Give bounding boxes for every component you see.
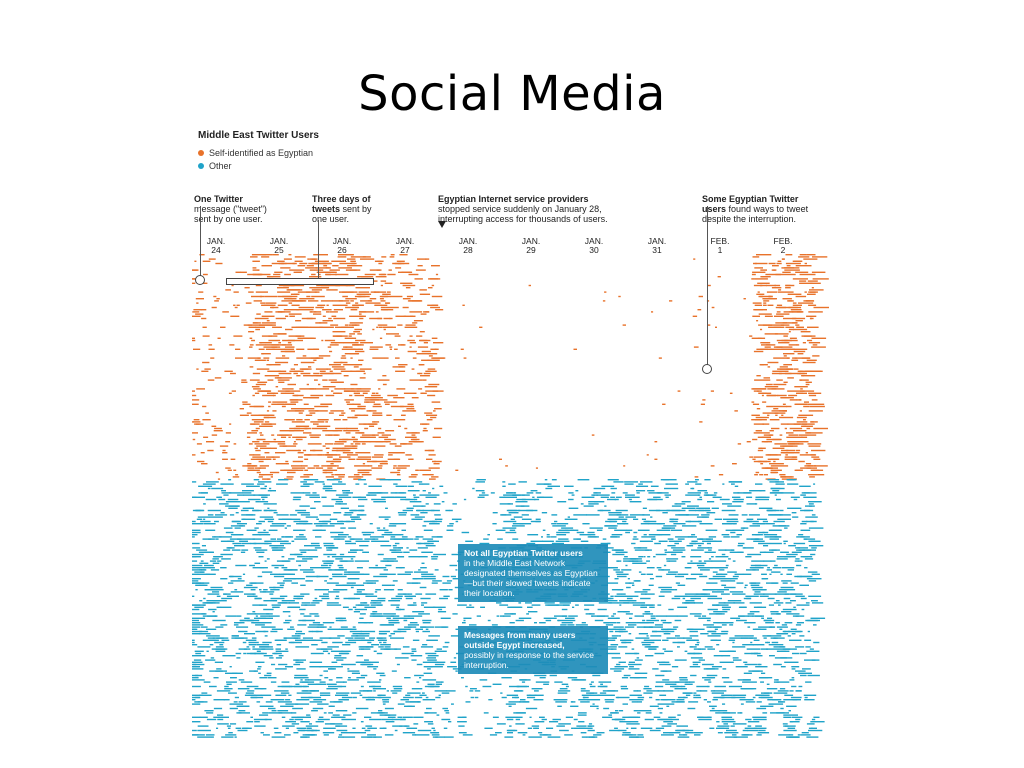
- legend-label-egyptian: Self-identified as Egyptian: [209, 148, 314, 158]
- legend-swatch-egyptian: [198, 150, 204, 156]
- marker-three-days-bar: [226, 278, 374, 285]
- annotation-isp: Egyptian Internet service providers stopp…: [438, 194, 608, 224]
- legend-swatch-other: [198, 163, 204, 169]
- legend-label-other: Other: [209, 161, 232, 171]
- x-tick-label: FEB. 1: [710, 236, 730, 255]
- callout-messages-outside: Messages from many users outside Egypt i…: [458, 626, 608, 674]
- x-tick-label: JAN. 28: [458, 236, 478, 255]
- scatter-plot-area: [192, 254, 829, 738]
- slide-title: Social Media: [358, 66, 666, 122]
- twitter-chart: Middle East Twitter Users Self-identifie…: [192, 124, 838, 738]
- annotation-some-users: Some Egyptian Twitter users found ways t…: [702, 194, 809, 224]
- isp-arrow-icon: [438, 221, 446, 228]
- chart-title: Middle East Twitter Users: [198, 130, 319, 141]
- annotation-one-tweet: One Twitter message ("tweet") sent by one…: [194, 194, 267, 224]
- x-tick-label: JAN. 25: [269, 236, 289, 255]
- x-tick-label: JAN. 26: [332, 236, 352, 255]
- x-tick-label: FEB. 2: [773, 236, 793, 255]
- x-tick-label: JAN. 31: [647, 236, 667, 255]
- series-other: [192, 479, 826, 738]
- x-tick-label: JAN. 29: [521, 236, 541, 255]
- x-tick-label: JAN. 27: [395, 236, 415, 255]
- x-tick-label: JAN. 30: [584, 236, 604, 255]
- leader-line-three-days: [318, 220, 319, 278]
- marker-one-tweet: [195, 275, 205, 285]
- series-egyptian: [192, 254, 829, 480]
- legend-item-other: Other: [198, 161, 232, 171]
- leader-line-some-users: [707, 206, 708, 366]
- annotation-three-days: Three days of tweets sent by one user.: [312, 194, 372, 224]
- x-tick-label: JAN. 24: [206, 236, 226, 255]
- legend-item-egyptian: Self-identified as Egyptian: [198, 148, 313, 158]
- marker-some-users: [702, 364, 712, 374]
- callout-not-all-egyptian: Not all Egyptian Twitter users in the Mid…: [458, 544, 608, 602]
- leader-line-one-tweet: [200, 206, 201, 276]
